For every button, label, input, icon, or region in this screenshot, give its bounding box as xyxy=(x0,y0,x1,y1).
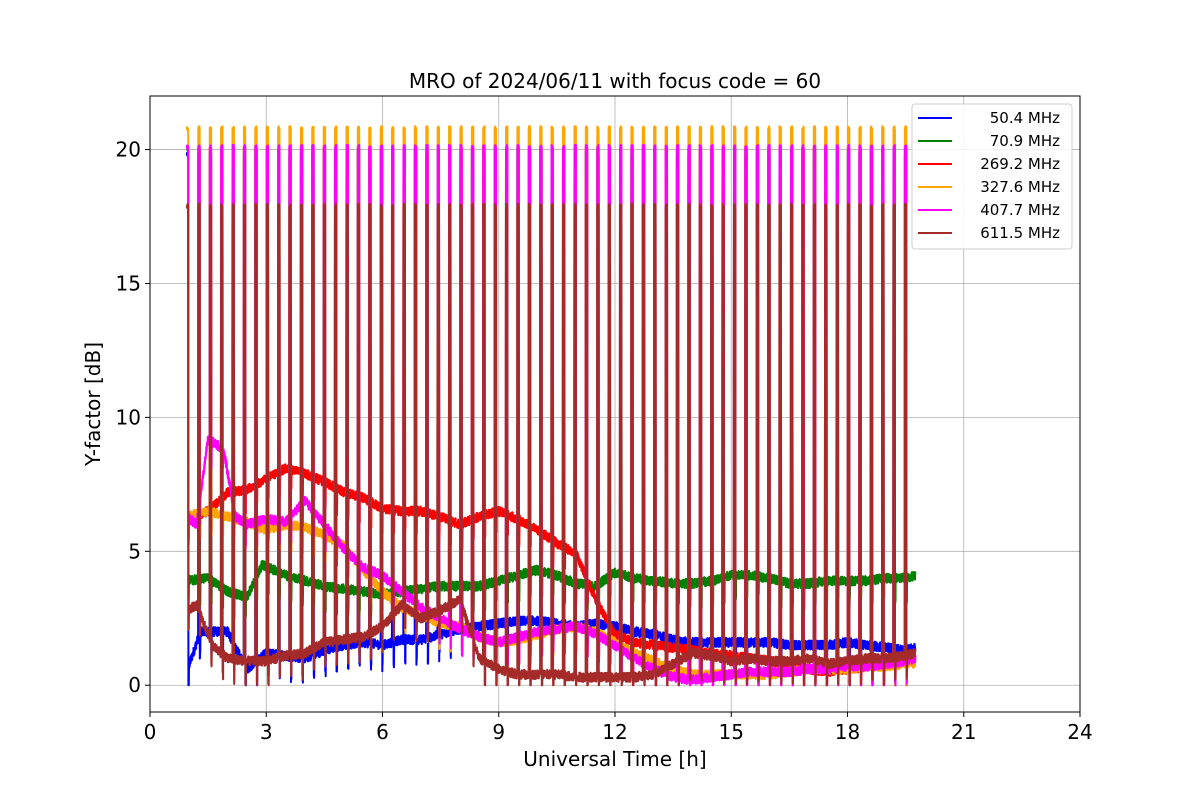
legend: 50.4 MHz 70.9 MHz 269.2 MHz 327.6 MHz 407.7 … xyxy=(911,103,1073,250)
y-axis: 0 5 10 15 20 xyxy=(116,138,150,697)
x-tick-label: 15 xyxy=(719,720,744,744)
x-tick-label: 3 xyxy=(260,720,273,744)
x-tick-label: 21 xyxy=(951,720,976,744)
y-tick-label: 15 xyxy=(116,271,141,295)
y-tick-label: 10 xyxy=(116,405,141,429)
x-tick-label: 6 xyxy=(376,720,389,744)
y-axis-label: Y-factor [dB] xyxy=(81,342,105,467)
x-axis: 0 3 6 9 12 15 18 21 24 xyxy=(144,712,1093,744)
x-tick-label: 18 xyxy=(835,720,860,744)
legend-label-5: 611.5 MHz xyxy=(980,224,1060,242)
x-tick-label: 24 xyxy=(1067,720,1092,744)
legend-label-2: 269.2 MHz xyxy=(980,155,1060,173)
legend-label-0: 50.4 MHz xyxy=(990,109,1060,127)
x-tick-label: 9 xyxy=(492,720,505,744)
series-layer xyxy=(185,125,917,687)
y-tick-label: 0 xyxy=(128,673,141,697)
legend-label-3: 327.6 MHz xyxy=(980,178,1060,196)
legend-label-1: 70.9 MHz xyxy=(990,132,1060,150)
legend-label-4: 407.7 MHz xyxy=(980,201,1060,219)
x-tick-label: 0 xyxy=(144,720,157,744)
y-tick-label: 20 xyxy=(116,138,141,162)
chart-title: MRO of 2024/06/11 with focus code = 60 xyxy=(409,69,821,93)
x-axis-label: Universal Time [h] xyxy=(523,747,706,771)
y-tick-label: 5 xyxy=(128,539,141,563)
x-tick-label: 12 xyxy=(602,720,627,744)
series-line-5 xyxy=(185,202,917,687)
